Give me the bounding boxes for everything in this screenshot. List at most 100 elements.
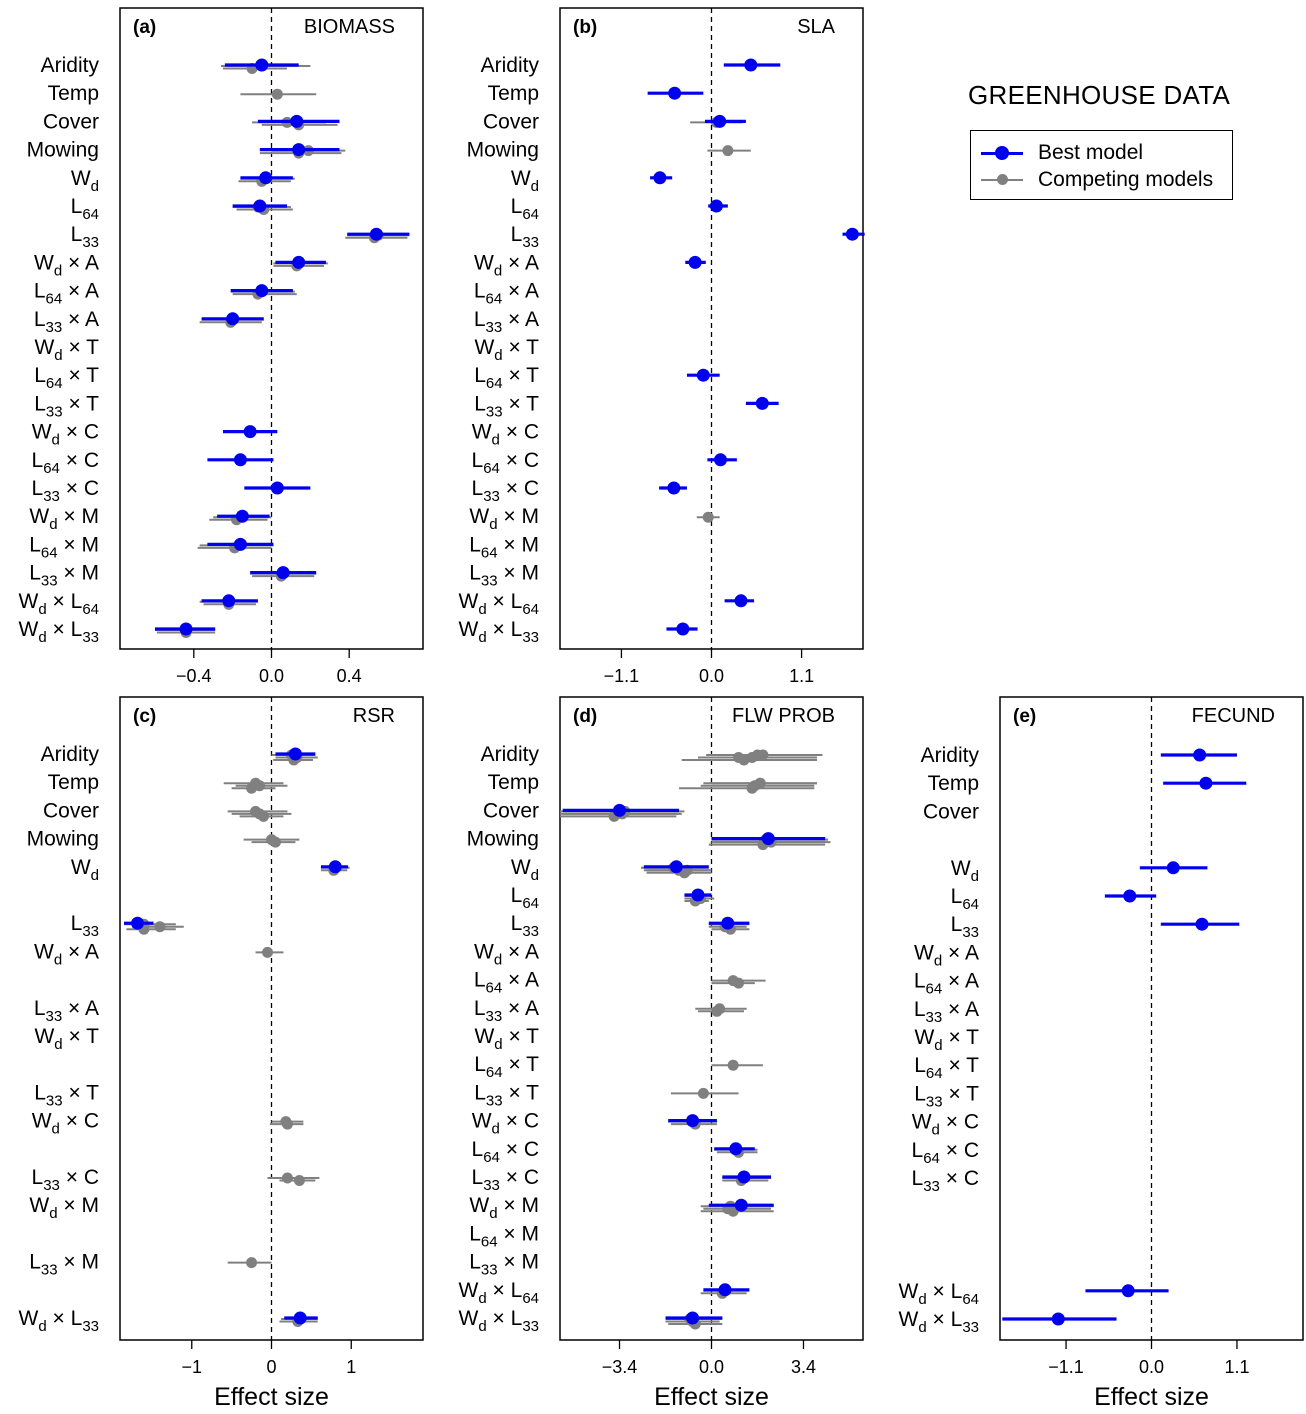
row-label: Wd × T: [34, 1025, 99, 1053]
row-label: Wd × A: [474, 251, 539, 279]
x-tick-label: −1: [181, 1357, 202, 1377]
competing-estimate: [702, 511, 714, 523]
competing-estimate: [246, 1257, 258, 1269]
row-label: L33 × C: [32, 477, 99, 505]
row-label-subscript: d: [531, 178, 539, 195]
row-label: L33 × A: [914, 998, 979, 1026]
row-label: Wd × M: [29, 505, 99, 533]
best-estimate: [709, 199, 723, 213]
row-label-subscript: d: [54, 951, 62, 968]
row-label-text: W: [459, 618, 479, 641]
row-label-text: × C: [60, 421, 99, 444]
row-label-text: W: [19, 618, 39, 641]
row-label-subscript: d: [38, 601, 46, 618]
row-label-subscript: 64: [46, 375, 63, 392]
row-label: Wd × A: [474, 940, 539, 968]
row-label-subscript: 33: [522, 923, 539, 940]
row-label: Wd × T: [474, 336, 539, 364]
x-tick-label: 0.4: [337, 666, 362, 686]
row-label: L33: [951, 913, 979, 941]
best-estimate: [613, 803, 627, 817]
row-label-text: L: [511, 223, 523, 246]
row-label-text: × M: [498, 1251, 539, 1274]
row-label-text: W: [34, 251, 54, 274]
best-estimate: [179, 622, 193, 636]
row-label-subscript: d: [531, 867, 539, 884]
row-label-subscript: 33: [483, 1177, 500, 1194]
best-estimate: [290, 114, 304, 128]
row-label: Wd: [511, 856, 539, 884]
row-label: Temp: [928, 772, 979, 795]
row-label: Wd × L33: [459, 618, 539, 646]
row-label-subscript: d: [932, 1122, 940, 1139]
best-estimate: [734, 594, 748, 608]
row-label-subscript: d: [52, 432, 60, 449]
row-label-text: × A: [62, 940, 99, 963]
row-label-text: L: [511, 912, 523, 935]
row-label-text: Temp: [488, 82, 539, 105]
row-label: Aridity: [921, 744, 980, 767]
row-label-text: L: [29, 1251, 41, 1274]
row-label-text: W: [511, 856, 531, 879]
row-label-subscript: d: [492, 432, 500, 449]
row-label: Wd × L33: [899, 1308, 979, 1336]
row-label-text: W: [29, 1194, 49, 1217]
row-label-subscript: 33: [82, 1318, 99, 1335]
row-label-subscript: d: [38, 1318, 46, 1335]
row-label-text: × A: [502, 940, 539, 963]
row-label-text: Cover: [483, 799, 539, 822]
row-label-text: × C: [500, 449, 539, 472]
row-label-text: × T: [503, 392, 540, 415]
best-estimate: [721, 916, 735, 930]
row-label: L64 × A: [34, 280, 99, 308]
row-label-text: W: [19, 590, 39, 613]
row-label-text: L: [474, 364, 486, 387]
row-label-text: W: [951, 857, 971, 880]
best-estimate: [744, 58, 758, 72]
x-tick-label: −1.1: [604, 666, 640, 686]
best-estimate: [369, 227, 383, 241]
best-estimate: [276, 566, 290, 580]
row-label: L33: [71, 912, 99, 940]
row-label-text: L: [914, 1082, 926, 1105]
row-label-text: × T: [503, 1081, 540, 1104]
row-label: L64 × M: [29, 533, 99, 561]
row-label-text: Aridity: [41, 54, 100, 77]
best-estimate: [259, 171, 273, 185]
row-label-text: L: [472, 449, 484, 472]
best-estimate: [292, 255, 306, 269]
row-label-text: L: [472, 1166, 484, 1189]
row-label-text: L: [34, 364, 46, 387]
best-estimate: [131, 916, 145, 930]
competing-estimate: [281, 1118, 293, 1130]
row-label-text: Mowing: [27, 139, 99, 162]
row-label: Wd × C: [32, 421, 99, 449]
best-estimate: [255, 284, 269, 298]
row-label-text: × C: [60, 1110, 99, 1133]
row-label: Wd × L64: [19, 590, 99, 618]
row-label: Aridity: [41, 54, 100, 77]
row-label-text: × A: [62, 251, 99, 274]
row-label-text: L: [469, 533, 481, 556]
row-label-text: W: [474, 251, 494, 274]
row-label-text: L: [472, 477, 484, 500]
best-estimate: [737, 1170, 751, 1184]
row-label: Cover: [43, 110, 99, 133]
row-label-text: × C: [500, 1138, 539, 1161]
row-label-text: W: [472, 421, 492, 444]
competing-estimate: [246, 782, 258, 794]
row-label-text: × M: [58, 1251, 99, 1274]
row-label-text: Aridity: [481, 743, 540, 766]
row-label-text: × C: [500, 477, 539, 500]
best-estimate: [233, 537, 247, 551]
row-label-text: W: [912, 1111, 932, 1134]
x-tick-label: 0: [266, 1357, 276, 1377]
row-label-text: L: [469, 1222, 481, 1245]
best-estimate: [226, 312, 240, 326]
row-label-subscript: d: [494, 951, 502, 968]
row-label-text: Cover: [923, 800, 979, 823]
row-label: Wd × C: [32, 1110, 99, 1138]
row-label: Wd × T: [474, 1025, 539, 1053]
row-label: L33 × C: [472, 477, 539, 505]
row-label: L33 × A: [474, 308, 539, 336]
